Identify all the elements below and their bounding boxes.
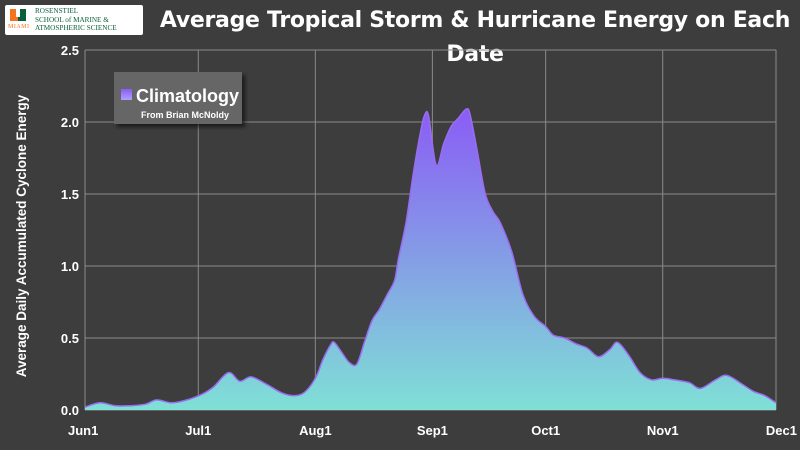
- series-area-climatology: [85, 108, 776, 411]
- x-tick-label: Nov1: [647, 423, 679, 438]
- logo-line-3: ATMOSPHERIC SCIENCE: [35, 24, 117, 32]
- series-line-climatology: [84, 107, 777, 408]
- legend-note: From Brian McNoldy: [141, 110, 229, 120]
- x-tick-label: Aug1: [299, 423, 332, 438]
- y-tick-label: 1.5: [61, 187, 79, 202]
- y-tick-label: 0.0: [61, 403, 79, 418]
- y-tick-label: 2.5: [61, 43, 79, 58]
- x-tick-label: Sep1: [417, 423, 448, 438]
- legend-box: [114, 72, 242, 124]
- y-tick-label: 1.0: [61, 259, 79, 274]
- x-tick-label: Jul1: [185, 423, 211, 438]
- logo-miami-text: MIAMI: [8, 24, 30, 30]
- x-axis-ticks: Jun1 Jul1 Aug1 Sep1 Oct1 Nov1 Dec1: [68, 423, 797, 438]
- chart-title: Average Tropical Storm & Hurricane Energ…: [159, 8, 791, 67]
- y-axis-label: Average Daily Accumulated Cyclone Energy: [14, 94, 29, 377]
- logo-line-2: SCHOOL of MARINE &: [35, 15, 109, 24]
- x-tick-label: Jun1: [68, 423, 98, 438]
- university-logo: MIAMI ROSENSTIEL SCHOOL of MARINE & ATMO…: [5, 5, 143, 35]
- y-axis-ticks: 0.0 0.5 1.0 1.5 2.0 2.5: [61, 43, 79, 418]
- y-tick-label: 0.5: [61, 331, 79, 346]
- legend-swatch: [121, 89, 132, 100]
- y-tick-label: 2.0: [61, 115, 79, 130]
- logo-line-1: ROSENSTIEL: [35, 7, 79, 15]
- x-tick-label: Oct1: [531, 423, 560, 438]
- x-tick-label: Dec1: [766, 423, 797, 438]
- legend-label: Climatology: [136, 86, 239, 106]
- legend: [114, 72, 242, 124]
- university-u-logo-icon: [10, 9, 26, 21]
